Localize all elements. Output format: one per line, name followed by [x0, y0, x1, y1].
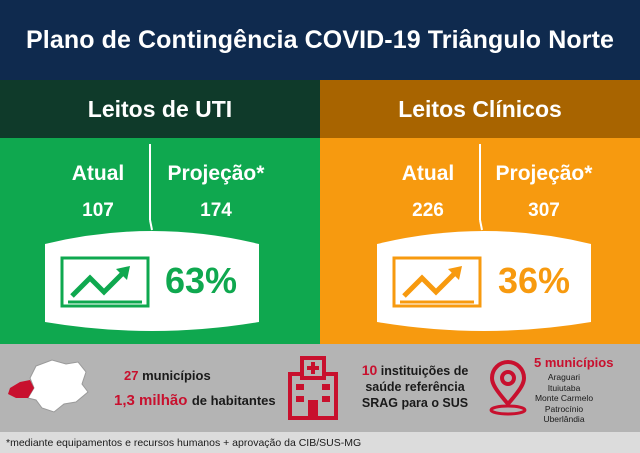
- uti-section-title: Leitos de UTI: [0, 80, 320, 138]
- uti-percent: 63%: [165, 260, 238, 301]
- clinicos-projecao-value: 307: [528, 200, 560, 221]
- uti-panel: Atual Projeção* 107 174 63%: [0, 138, 320, 344]
- municipios-stat: 27 municípios: [124, 368, 211, 383]
- uti-projecao-value: 174: [200, 200, 232, 221]
- cinco-municipios-stat: 5 municípios: [534, 355, 614, 370]
- hospital-icon: [288, 356, 338, 420]
- list-item: Araguari: [547, 372, 581, 382]
- clinicos-section-title: Leitos Clínicos: [320, 80, 640, 138]
- state-map-icon: [8, 359, 89, 413]
- page-title: Plano de Contingência COVID-19 Triângulo…: [0, 0, 640, 80]
- footnote: *mediante equipamentos e recursos humano…: [0, 432, 640, 453]
- clinicos-projecao-label: Projeção*: [495, 162, 593, 185]
- clinicos-atual-label: Atual: [401, 162, 455, 185]
- clinicos-panel: Atual Projeção* 226 307 36%: [320, 138, 640, 344]
- cities-list: Araguari Ituiutaba Monte Carmelo Patrocí…: [514, 372, 614, 425]
- uti-projecao-label: Projeção*: [167, 162, 265, 185]
- list-item: Patrocínio: [544, 403, 584, 414]
- list-item: Uberlândia: [543, 414, 585, 425]
- uti-atual-label: Atual: [71, 162, 125, 185]
- uti-atual-value: 107: [82, 200, 114, 221]
- trend-up-icon: [60, 256, 150, 308]
- habitantes-stat: 1,3 milhão de habitantes: [114, 392, 276, 409]
- instituicoes-stat: 10 instituições de saúde referência SRAG…: [361, 362, 469, 410]
- clinicos-percent: 36%: [498, 260, 571, 301]
- list-item: Ituiutaba: [547, 382, 581, 393]
- location-pin-icon: [489, 360, 527, 416]
- list-item: Monte Carmelo: [534, 393, 594, 404]
- clinicos-atual-value: 226: [412, 200, 444, 221]
- trend-up-icon: [392, 256, 482, 308]
